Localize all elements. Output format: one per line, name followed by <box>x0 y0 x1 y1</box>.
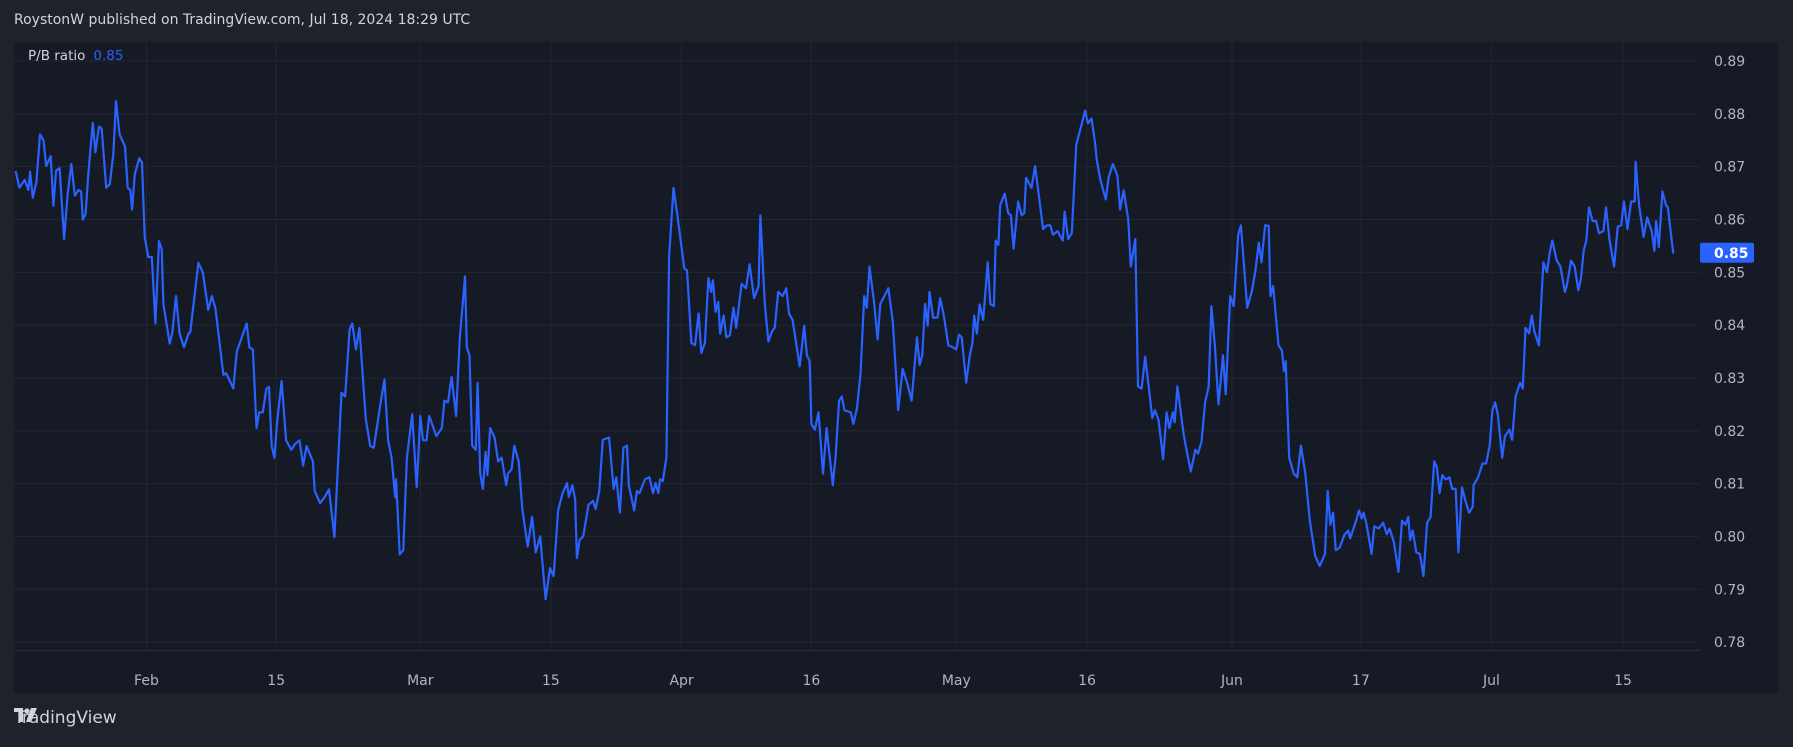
published-caption: RoystonW published on TradingView.com, J… <box>14 12 471 28</box>
x-tick-label: Mar <box>407 673 434 689</box>
legend-label: P/B ratio <box>28 48 86 64</box>
x-tick-label: 16 <box>802 673 820 689</box>
y-tick-label: 0.82 <box>1714 424 1745 440</box>
y-tick-label: 0.85 <box>1714 265 1745 281</box>
brand-name: TradingView <box>14 708 117 728</box>
x-tick-label: May <box>942 673 971 689</box>
y-tick-label: 0.87 <box>1714 160 1745 176</box>
y-tick-label: 0.80 <box>1714 529 1745 545</box>
series-legend[interactable]: P/B ratio 0.85 <box>28 48 123 64</box>
y-tick-label: 0.86 <box>1714 212 1745 228</box>
y-tick-label: 0.81 <box>1714 477 1745 493</box>
x-tick-label: 16 <box>1078 673 1096 689</box>
last-value-badge <box>1700 242 1754 263</box>
y-tick-label: 0.78 <box>1714 635 1745 651</box>
y-tick-label: 0.84 <box>1714 318 1745 334</box>
y-tick-label: 0.79 <box>1714 582 1745 598</box>
x-tick-label: Apr <box>669 673 693 689</box>
tradingview-brand[interactable]: TradingView <box>14 708 117 728</box>
tradingview-logo-icon <box>14 708 37 722</box>
x-tick-label: 17 <box>1352 673 1370 689</box>
series-line-pb-ratio <box>14 100 1675 601</box>
x-tick-label: 15 <box>542 673 560 689</box>
legend-value: 0.85 <box>93 48 124 64</box>
x-tick-label: Jul <box>1482 673 1500 689</box>
y-tick-label: 0.83 <box>1714 371 1745 387</box>
x-tick-label: 15 <box>1614 673 1632 689</box>
x-tick-label: Jun <box>1220 673 1243 689</box>
x-tick-label: Feb <box>134 673 159 689</box>
last-value-label: 0.85 <box>1714 246 1749 262</box>
y-tick-label: 0.89 <box>1714 54 1745 70</box>
line-chart[interactable]: 0.89 0.88 0.87 0.86 0.85 0.84 0.83 0.82 0.81 0.80… <box>14 42 1778 693</box>
chart-panel[interactable]: 0.89 0.88 0.87 0.86 0.85 0.84 0.83 0.82 0.81 0.80… <box>14 42 1778 693</box>
x-tick-label: 15 <box>267 673 285 689</box>
y-tick-label: 0.88 <box>1714 107 1745 123</box>
